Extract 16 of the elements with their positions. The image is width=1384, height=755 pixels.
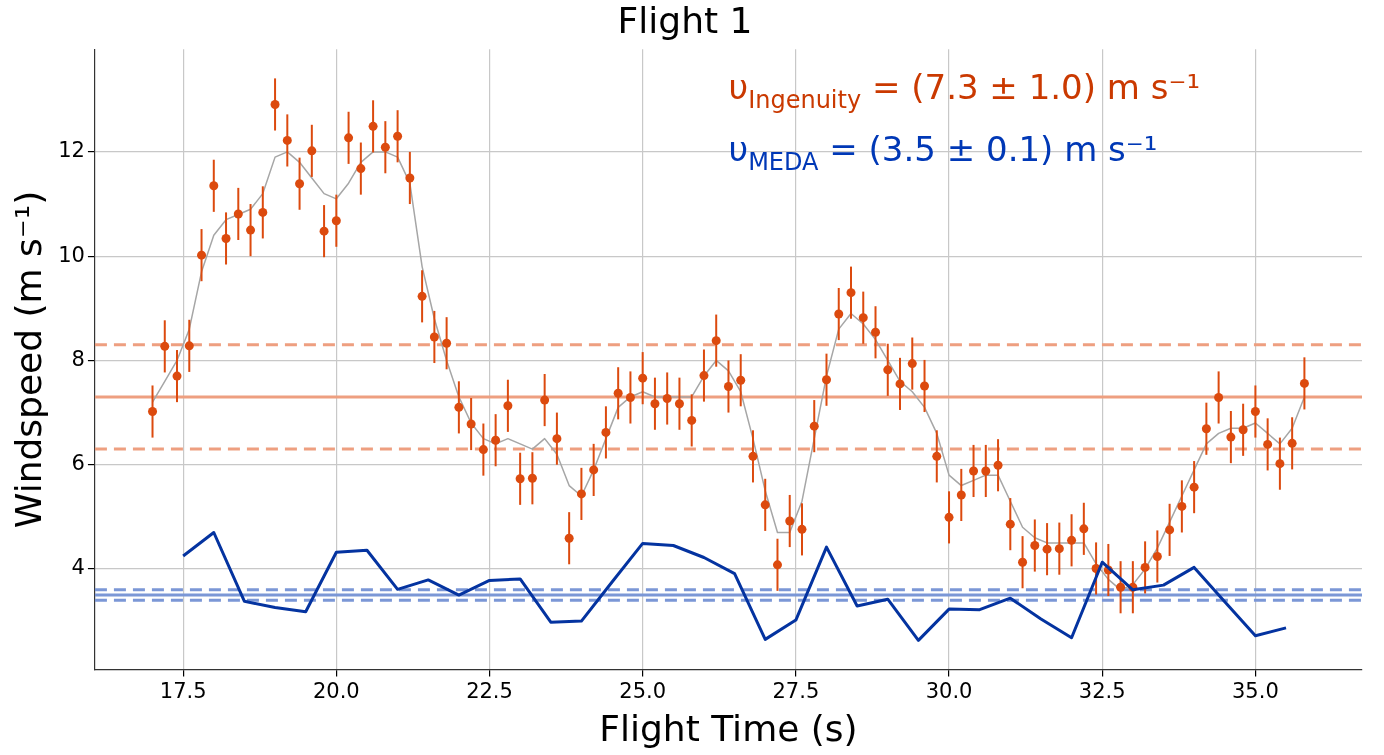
y-tick-label: 8 (71, 346, 85, 371)
x-tick-label: 20.0 (312, 678, 360, 703)
x-tick-label: 35.0 (1232, 678, 1279, 703)
y-axis-title: Windspeed (m s⁻¹) (7, 190, 49, 529)
y-tick-label: 10 (58, 242, 85, 267)
x-axis-title: Flight Time (s) (599, 707, 858, 749)
y-tick-label: 6 (71, 451, 85, 476)
x-tick-label: 22.5 (466, 678, 513, 703)
x-tick-label: 27.5 (772, 678, 820, 703)
y-tick-label: 12 (58, 138, 85, 163)
x-tick-label: 25.0 (619, 678, 667, 703)
chart-title: Flight 1 (617, 0, 753, 41)
x-tick-label: 30.0 (925, 678, 973, 703)
y-tick-label: 4 (71, 555, 85, 580)
x-tick-label: 32.5 (1078, 678, 1126, 703)
x-tick-label: 17.5 (159, 678, 207, 703)
